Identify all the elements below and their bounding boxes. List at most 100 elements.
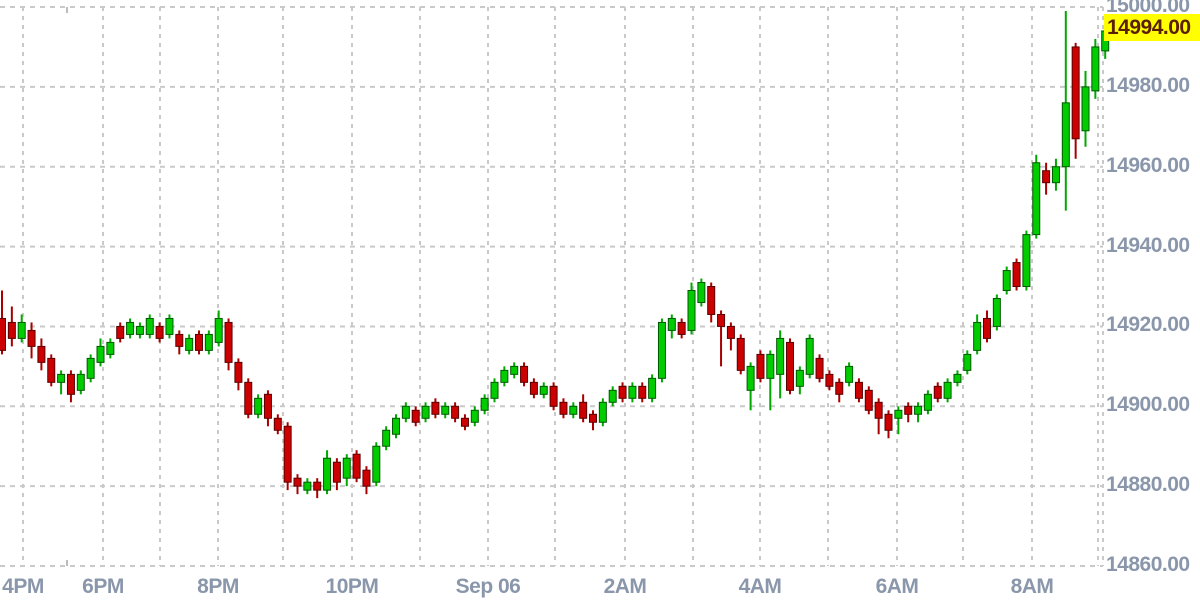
candle-up: [795, 366, 804, 395]
candle-up: [510, 362, 519, 379]
candle-down: [352, 450, 361, 483]
candle-body: [37, 345, 46, 363]
candle-up: [963, 350, 972, 375]
candle-body: [392, 417, 400, 435]
candle-up: [1022, 230, 1031, 291]
candle-down: [756, 350, 765, 383]
candle-down: [27, 322, 36, 359]
candle-body: [1071, 46, 1080, 140]
candle-down: [559, 398, 568, 419]
candle-body: [1022, 234, 1031, 288]
candle-down: [263, 390, 272, 427]
candle-up: [106, 338, 115, 359]
candle-down: [529, 378, 538, 399]
candle-up: [165, 314, 174, 339]
candle-body: [1091, 46, 1100, 92]
candle-body: [421, 405, 430, 419]
candle-up: [687, 282, 696, 335]
candle-body: [963, 353, 972, 371]
candle-up: [392, 414, 400, 439]
candle-body: [195, 333, 203, 351]
x-axis-time-label: 4AM: [738, 575, 782, 598]
x-axis-time-label: 6AM: [875, 575, 919, 598]
candle-body: [263, 393, 272, 419]
candle-down: [1071, 42, 1080, 159]
candle-body: [66, 373, 75, 395]
candle-down: [589, 410, 597, 431]
candle-down: [155, 322, 164, 343]
candle-down: [7, 306, 16, 347]
candle-body: [825, 373, 834, 387]
candle-up: [1081, 70, 1090, 147]
y-axis-price-label: 14860.00: [1106, 553, 1190, 577]
candle-up: [254, 394, 263, 419]
candle-body: [549, 385, 558, 407]
candle-up: [1061, 10, 1070, 211]
last-price-badge: 14994.00: [1104, 14, 1200, 41]
candle-up: [126, 318, 135, 339]
candle-body: [116, 325, 125, 339]
candle-up: [86, 354, 95, 383]
candle-body: [589, 413, 597, 423]
candle-down: [460, 414, 469, 431]
candle-body: [273, 417, 282, 431]
candle-up: [923, 390, 932, 415]
candle-body: [313, 481, 322, 491]
candle-body: [470, 409, 479, 423]
candle-down: [244, 378, 253, 419]
candle-body: [618, 385, 627, 399]
candle-up: [648, 374, 657, 403]
candle-up: [953, 370, 962, 387]
candle-down: [736, 334, 745, 375]
candle-body: [1061, 102, 1070, 168]
candle-body: [1081, 86, 1090, 132]
candle-up: [598, 398, 607, 427]
candle-body: [992, 297, 1001, 327]
candle-up: [372, 442, 381, 487]
candle-up: [342, 454, 351, 487]
candle-down: [234, 358, 243, 391]
candle-body: [884, 413, 893, 431]
candle-up: [145, 314, 154, 339]
candle-body: [638, 385, 647, 399]
candle-down: [874, 398, 883, 435]
candle-down: [815, 354, 824, 383]
candle-body: [57, 373, 66, 383]
candle-up: [401, 402, 410, 423]
candle-down: [835, 378, 844, 403]
candle-body: [1032, 162, 1041, 236]
candle-body: [983, 317, 991, 339]
candle-body: [323, 457, 332, 491]
candle-body: [608, 389, 617, 403]
candle-body: [845, 365, 854, 383]
x-axis-time-label: Sep 06: [455, 575, 521, 598]
candle-body: [766, 353, 775, 379]
candle-up: [135, 322, 144, 339]
candle-body: [244, 381, 253, 415]
candle-down: [864, 386, 873, 415]
candle-body: [1051, 166, 1060, 184]
candle-up: [480, 394, 489, 415]
candle-down: [47, 354, 56, 387]
candle-up: [1091, 38, 1100, 99]
candle-down: [549, 382, 558, 411]
candle-up: [185, 334, 194, 355]
candle-body: [165, 317, 174, 335]
candle-body: [923, 393, 932, 411]
candle-body: [0, 317, 6, 351]
y-axis-price-label: 14980.00: [1106, 73, 1190, 97]
candle-body: [736, 337, 745, 371]
candle-down: [195, 330, 203, 355]
candle-down: [66, 370, 75, 403]
candle-body: [175, 333, 184, 347]
candle-body: [628, 385, 637, 399]
candle-body: [214, 317, 223, 343]
candle-up: [539, 382, 548, 399]
candle-body: [7, 321, 16, 339]
candle-up: [441, 402, 450, 419]
candle-up: [490, 378, 499, 403]
y-axis-price-label: 15000.00: [1106, 0, 1190, 17]
candle-body: [598, 401, 607, 423]
